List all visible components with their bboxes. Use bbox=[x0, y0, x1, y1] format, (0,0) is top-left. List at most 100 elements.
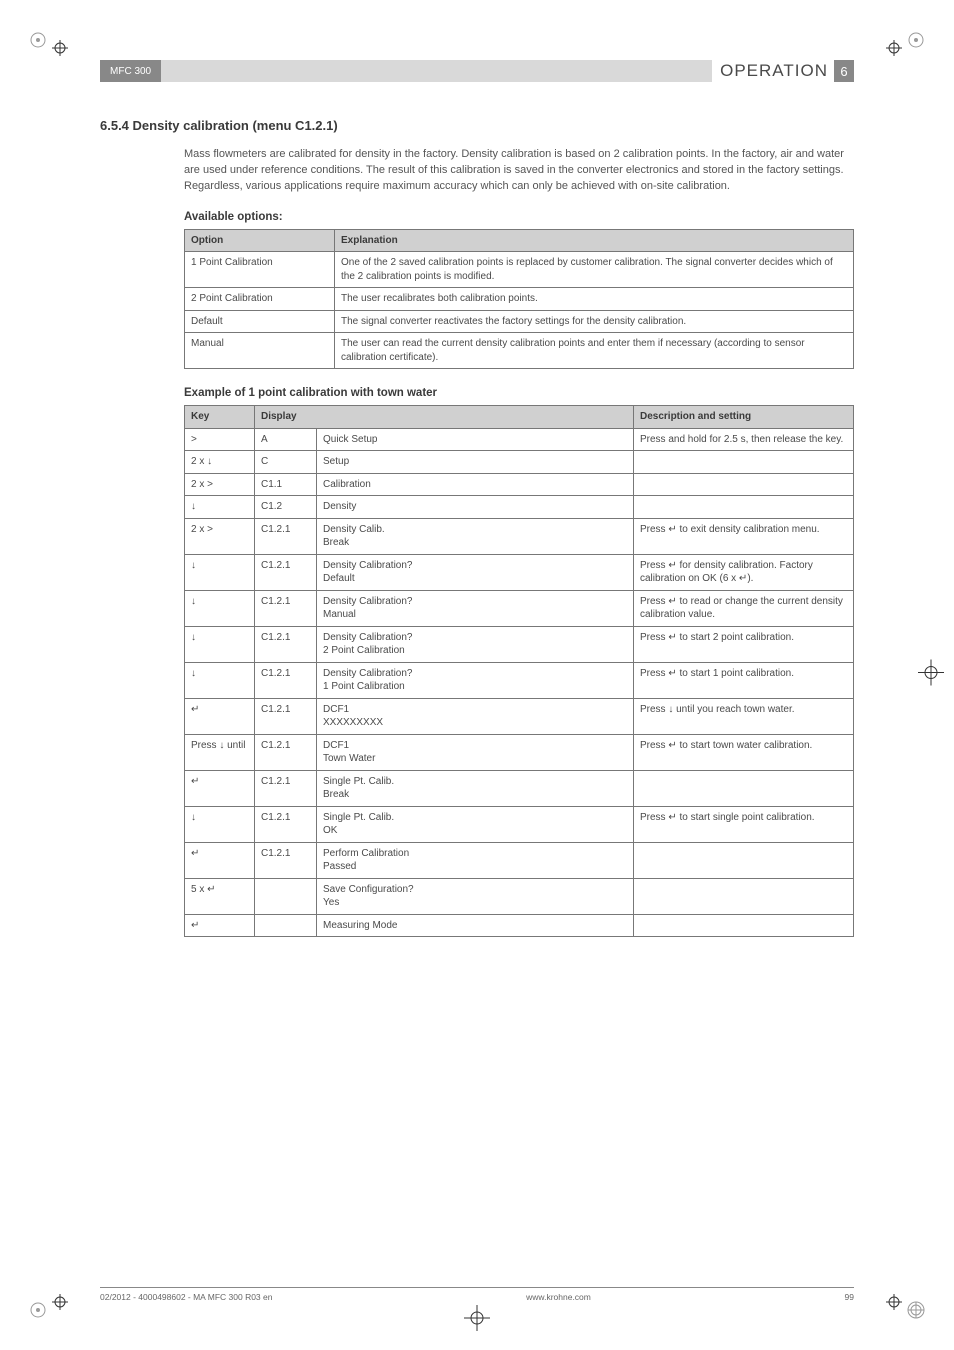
key-cell: 5 x ↵ bbox=[185, 878, 255, 914]
option-cell: 2 Point Calibration bbox=[185, 288, 335, 311]
display-text-cell: Density Calibration? Default bbox=[317, 554, 634, 590]
table-row: 1 Point CalibrationOne of the 2 saved ca… bbox=[185, 252, 854, 288]
registration-mark bbox=[886, 1280, 926, 1320]
display-text-cell: Density bbox=[317, 496, 634, 519]
key-cell: ↵ bbox=[185, 842, 255, 878]
table-row: DefaultThe signal converter reactivates … bbox=[185, 310, 854, 333]
display-code-cell: C1.2.1 bbox=[255, 734, 317, 770]
example-head-display: Display bbox=[255, 406, 634, 429]
key-cell: 2 x > bbox=[185, 473, 255, 496]
footer-center: www.krohne.com bbox=[526, 1292, 591, 1302]
display-code-cell: C1.2.1 bbox=[255, 554, 317, 590]
section-title: OPERATION bbox=[720, 61, 828, 81]
option-cell: 1 Point Calibration bbox=[185, 252, 335, 288]
display-code-cell bbox=[255, 878, 317, 914]
side-mark bbox=[918, 660, 944, 691]
display-code-cell: C1.2.1 bbox=[255, 842, 317, 878]
display-text-cell: DCF1 XXXXXXXXX bbox=[317, 698, 634, 734]
key-cell: ↓ bbox=[185, 554, 255, 590]
section-paragraph: Mass flowmeters are calibrated for densi… bbox=[184, 147, 854, 195]
display-code-cell: C1.2 bbox=[255, 496, 317, 519]
display-text-cell: Quick Setup bbox=[317, 428, 634, 451]
key-cell: ↵ bbox=[185, 770, 255, 806]
key-cell: ↵ bbox=[185, 914, 255, 937]
key-cell: ↓ bbox=[185, 590, 255, 626]
explanation-cell: The user can read the current density ca… bbox=[335, 333, 854, 369]
display-code-cell: C1.2.1 bbox=[255, 662, 317, 698]
display-text-cell: DCF1 Town Water bbox=[317, 734, 634, 770]
explanation-cell: The user recalibrates both calibration p… bbox=[335, 288, 854, 311]
table-row: ↓C1.2.1Density Calibration? 1 Point Cali… bbox=[185, 662, 854, 698]
options-head-explanation: Explanation bbox=[335, 229, 854, 252]
description-cell: Press ↵ to exit density calibration menu… bbox=[634, 518, 854, 554]
key-cell: ↓ bbox=[185, 662, 255, 698]
description-cell bbox=[634, 451, 854, 474]
table-row: ↓C1.2Density bbox=[185, 496, 854, 519]
table-row: ↵ Measuring Mode bbox=[185, 914, 854, 937]
table-row: Press ↓ untilC1.2.1DCF1 Town WaterPress … bbox=[185, 734, 854, 770]
page-header: MFC 300 OPERATION 6 bbox=[100, 60, 854, 82]
bottom-mark bbox=[464, 1305, 490, 1336]
description-cell: Press ↵ to start 1 point calibration. bbox=[634, 662, 854, 698]
table-row: 2 x ↓CSetup bbox=[185, 451, 854, 474]
key-cell: Press ↓ until bbox=[185, 734, 255, 770]
display-code-cell: C1.2.1 bbox=[255, 698, 317, 734]
example-head-desc: Description and setting bbox=[634, 406, 854, 429]
key-cell: ↓ bbox=[185, 626, 255, 662]
table-row: 2 Point CalibrationThe user recalibrates… bbox=[185, 288, 854, 311]
display-code-cell: C1.2.1 bbox=[255, 518, 317, 554]
options-title: Available options: bbox=[184, 211, 854, 223]
display-text-cell: Density Calib. Break bbox=[317, 518, 634, 554]
table-row: ↵C1.2.1DCF1 XXXXXXXXXPress ↓ until you r… bbox=[185, 698, 854, 734]
display-code-cell: C1.2.1 bbox=[255, 770, 317, 806]
display-text-cell: Calibration bbox=[317, 473, 634, 496]
display-text-cell: Setup bbox=[317, 451, 634, 474]
description-cell: Press ↵ to start single point calibratio… bbox=[634, 806, 854, 842]
registration-mark bbox=[28, 1280, 68, 1320]
table-row: >AQuick SetupPress and hold for 2.5 s, t… bbox=[185, 428, 854, 451]
registration-mark bbox=[886, 30, 926, 70]
description-cell bbox=[634, 914, 854, 937]
description-cell: Press ↵ to start town water calibration. bbox=[634, 734, 854, 770]
display-text-cell: Density Calibration? 1 Point Calibration bbox=[317, 662, 634, 698]
options-head-option: Option bbox=[185, 229, 335, 252]
table-row: 2 x >C1.1Calibration bbox=[185, 473, 854, 496]
display-code-cell bbox=[255, 914, 317, 937]
display-text-cell: Density Calibration? Manual bbox=[317, 590, 634, 626]
key-cell: 2 x ↓ bbox=[185, 451, 255, 474]
explanation-cell: One of the 2 saved calibration points is… bbox=[335, 252, 854, 288]
display-text-cell: Single Pt. Calib. Break bbox=[317, 770, 634, 806]
display-code-cell: A bbox=[255, 428, 317, 451]
key-cell: 2 x > bbox=[185, 518, 255, 554]
display-text-cell: Density Calibration? 2 Point Calibration bbox=[317, 626, 634, 662]
display-text-cell: Single Pt. Calib. OK bbox=[317, 806, 634, 842]
footer-left: 02/2012 - 4000498602 - MA MFC 300 R03 en bbox=[100, 1292, 272, 1302]
option-cell: Manual bbox=[185, 333, 335, 369]
description-cell bbox=[634, 770, 854, 806]
description-cell: Press ↵ for density calibration. Factory… bbox=[634, 554, 854, 590]
description-cell bbox=[634, 878, 854, 914]
display-text-cell: Save Configuration? Yes bbox=[317, 878, 634, 914]
key-cell: ↵ bbox=[185, 698, 255, 734]
description-cell: Press ↵ to start 2 point calibration. bbox=[634, 626, 854, 662]
example-head-key: Key bbox=[185, 406, 255, 429]
description-cell bbox=[634, 842, 854, 878]
options-table: Option Explanation 1 Point CalibrationOn… bbox=[184, 229, 854, 370]
description-cell bbox=[634, 473, 854, 496]
display-code-cell: C1.2.1 bbox=[255, 626, 317, 662]
display-code-cell: C1.2.1 bbox=[255, 806, 317, 842]
option-cell: Default bbox=[185, 310, 335, 333]
table-row: ↓C1.2.1Density Calibration? ManualPress … bbox=[185, 590, 854, 626]
display-text-cell: Measuring Mode bbox=[317, 914, 634, 937]
description-cell: Press ↵ to read or change the current de… bbox=[634, 590, 854, 626]
table-row: ManualThe user can read the current dens… bbox=[185, 333, 854, 369]
display-code-cell: C1.2.1 bbox=[255, 590, 317, 626]
description-cell: Press ↓ until you reach town water. bbox=[634, 698, 854, 734]
page-footer: 02/2012 - 4000498602 - MA MFC 300 R03 en… bbox=[100, 1287, 854, 1302]
table-row: ↓C1.2.1Single Pt. Calib. OKPress ↵ to st… bbox=[185, 806, 854, 842]
display-text-cell: Perform Calibration Passed bbox=[317, 842, 634, 878]
key-cell: ↓ bbox=[185, 806, 255, 842]
key-cell: ↓ bbox=[185, 496, 255, 519]
registration-mark bbox=[28, 30, 68, 70]
example-table: Key Display Description and setting >AQu… bbox=[184, 405, 854, 937]
